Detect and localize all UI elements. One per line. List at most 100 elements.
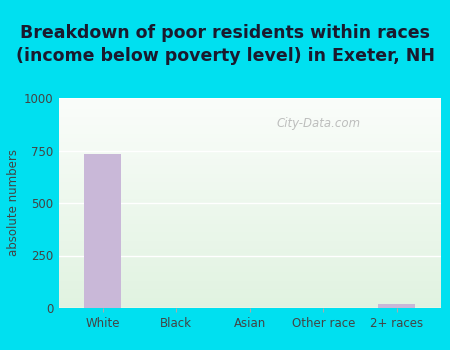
Bar [58,186,441,188]
Bar [58,102,441,104]
Bar [58,253,441,256]
Bar [58,302,441,304]
Bar [378,304,415,308]
Bar [58,167,441,169]
Text: Breakdown of poor residents within races
(income below poverty level) in Exeter,: Breakdown of poor residents within races… [15,25,435,65]
Bar [58,283,441,285]
Bar [58,157,441,159]
Bar [58,291,441,293]
Bar [58,98,441,100]
Bar [58,216,441,218]
Bar [58,287,441,289]
Bar [58,207,441,209]
Bar [58,153,441,155]
Bar [58,306,441,308]
Bar [58,274,441,277]
Bar [58,172,441,174]
Bar [58,188,441,190]
Bar [58,224,441,226]
Bar [58,142,441,144]
Bar [58,117,441,119]
Bar [58,300,441,302]
Bar [58,155,441,157]
Bar [58,276,441,279]
Bar [58,234,441,237]
Bar [58,111,441,113]
Bar [58,295,441,298]
Bar [58,226,441,228]
Bar [58,113,441,115]
Bar [58,237,441,239]
Bar [58,197,441,199]
Bar [58,218,441,220]
Bar [58,232,441,234]
Bar [58,130,441,132]
Bar [58,298,441,300]
Bar [58,245,441,247]
Bar [58,100,441,102]
Bar [58,220,441,222]
Bar [58,281,441,283]
Bar [58,119,441,121]
Bar [58,159,441,161]
Bar [58,195,441,197]
Bar [58,304,441,306]
Bar [58,222,441,224]
Bar [58,272,441,274]
Bar [58,262,441,264]
Bar [58,209,441,211]
Bar [58,182,441,184]
Bar [58,268,441,270]
Bar [58,270,441,272]
Bar [58,199,441,201]
Bar [58,256,441,258]
Bar [58,104,441,106]
Bar [58,230,441,232]
Bar [58,239,441,241]
Bar [58,258,441,260]
Bar [58,264,441,266]
Bar [58,161,441,163]
Bar [58,203,441,205]
Bar [58,123,441,125]
Bar [58,148,441,150]
Text: City-Data.com: City-Data.com [277,117,360,130]
Bar [58,121,441,123]
Bar [58,190,441,192]
Bar [58,193,441,195]
Bar [58,176,441,178]
Bar [58,136,441,138]
Bar [58,144,441,146]
Bar [58,251,441,253]
Bar [58,293,441,295]
Bar [58,125,441,127]
Bar [58,201,441,203]
Bar [58,134,441,136]
Bar [58,279,441,281]
Bar [58,108,441,111]
Y-axis label: absolute numbers: absolute numbers [7,149,20,257]
Bar [84,154,121,308]
Bar [58,289,441,291]
Bar [58,140,441,142]
Bar [58,138,441,140]
Bar [58,243,441,245]
Bar [58,228,441,230]
Bar [58,184,441,186]
Bar [58,106,441,108]
Bar [58,214,441,216]
Bar [58,146,441,148]
Bar [58,211,441,214]
Bar [58,132,441,134]
Bar [58,241,441,243]
Bar [58,178,441,180]
Bar [58,205,441,207]
Bar [58,127,441,130]
Bar [58,285,441,287]
Bar [58,266,441,268]
Bar [58,115,441,117]
Bar [58,165,441,167]
Bar [58,174,441,176]
Bar [58,150,441,153]
Bar [58,247,441,249]
